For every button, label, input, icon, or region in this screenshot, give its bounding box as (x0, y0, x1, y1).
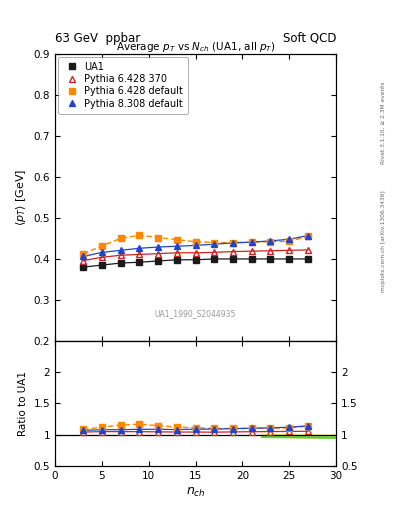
Pythia 6.428 370 (156, 250, 160, 257)
Pythia 6.428 370 (231, 248, 235, 254)
Pythia 6.428 370 (287, 247, 292, 253)
Pythia 8.308 default (212, 241, 217, 247)
Pythia 8.308 default (193, 242, 198, 248)
UA1 (174, 257, 179, 263)
Pythia 6.428 default (287, 238, 292, 244)
UA1 (250, 256, 254, 262)
UA1 (193, 257, 198, 263)
Line: UA1: UA1 (80, 256, 311, 270)
Pythia 8.308 default (156, 244, 160, 250)
Pythia 8.308 default (268, 238, 273, 244)
X-axis label: $n_{ch}$: $n_{ch}$ (185, 486, 206, 499)
Pythia 6.428 370 (81, 258, 86, 264)
Pythia 6.428 default (137, 232, 142, 238)
Pythia 8.308 default (137, 245, 142, 251)
UA1 (137, 259, 142, 265)
UA1 (231, 256, 235, 262)
Pythia 8.308 default (118, 247, 123, 253)
UA1 (287, 256, 292, 262)
Pythia 8.308 default (174, 243, 179, 249)
Pythia 6.428 370 (306, 247, 310, 253)
Pythia 6.428 default (174, 237, 179, 243)
Pythia 6.428 370 (118, 252, 123, 259)
Pythia 8.308 default (287, 236, 292, 242)
UA1 (212, 256, 217, 262)
Pythia 6.428 default (156, 234, 160, 241)
Pythia 6.428 370 (174, 250, 179, 256)
UA1 (99, 262, 104, 268)
Pythia 6.428 default (118, 236, 123, 242)
UA1 (81, 264, 86, 270)
Text: UA1_1990_S2044935: UA1_1990_S2044935 (155, 309, 236, 318)
Pythia 8.308 default (231, 240, 235, 246)
UA1 (156, 258, 160, 264)
Pythia 8.308 default (81, 253, 86, 260)
Pythia 6.428 default (250, 239, 254, 245)
Pythia 6.428 370 (250, 248, 254, 254)
Pythia 8.308 default (306, 232, 310, 239)
Pythia 6.428 370 (99, 254, 104, 261)
Pythia 6.428 default (231, 240, 235, 246)
UA1 (118, 260, 123, 266)
Pythia 6.428 default (81, 251, 86, 257)
Pythia 6.428 default (193, 239, 198, 245)
UA1 (306, 256, 310, 262)
Line: Pythia 6.428 default: Pythia 6.428 default (80, 232, 311, 257)
Pythia 6.428 370 (193, 250, 198, 256)
Legend: UA1, Pythia 6.428 370, Pythia 6.428 default, Pythia 8.308 default: UA1, Pythia 6.428 370, Pythia 6.428 defa… (58, 57, 188, 114)
Pythia 8.308 default (250, 239, 254, 245)
Pythia 6.428 default (212, 240, 217, 246)
Pythia 6.428 default (99, 243, 104, 249)
Text: Soft QCD: Soft QCD (283, 32, 336, 45)
Y-axis label: Ratio to UA1: Ratio to UA1 (18, 371, 28, 436)
Pythia 6.428 370 (212, 249, 217, 255)
Pythia 6.428 370 (137, 251, 142, 258)
Y-axis label: $\langle p_T \rangle$ [GeV]: $\langle p_T \rangle$ [GeV] (14, 169, 28, 226)
Text: mcplots.cern.ch [arXiv:1306.3436]: mcplots.cern.ch [arXiv:1306.3436] (381, 190, 386, 291)
Text: Rivet 3.1.10, ≥ 2.3M events: Rivet 3.1.10, ≥ 2.3M events (381, 81, 386, 164)
Line: Pythia 8.308 default: Pythia 8.308 default (80, 232, 311, 260)
Pythia 8.308 default (99, 249, 104, 255)
Line: Pythia 6.428 370: Pythia 6.428 370 (80, 246, 311, 264)
Text: 63 GeV  ppbar: 63 GeV ppbar (55, 32, 140, 45)
Pythia 6.428 default (268, 239, 273, 245)
Title: Average $p_T$ vs $N_{ch}$ (UA1, all $p_T$): Average $p_T$ vs $N_{ch}$ (UA1, all $p_T… (116, 39, 275, 54)
UA1 (268, 256, 273, 262)
Pythia 6.428 370 (268, 248, 273, 254)
Pythia 6.428 default (306, 233, 310, 240)
